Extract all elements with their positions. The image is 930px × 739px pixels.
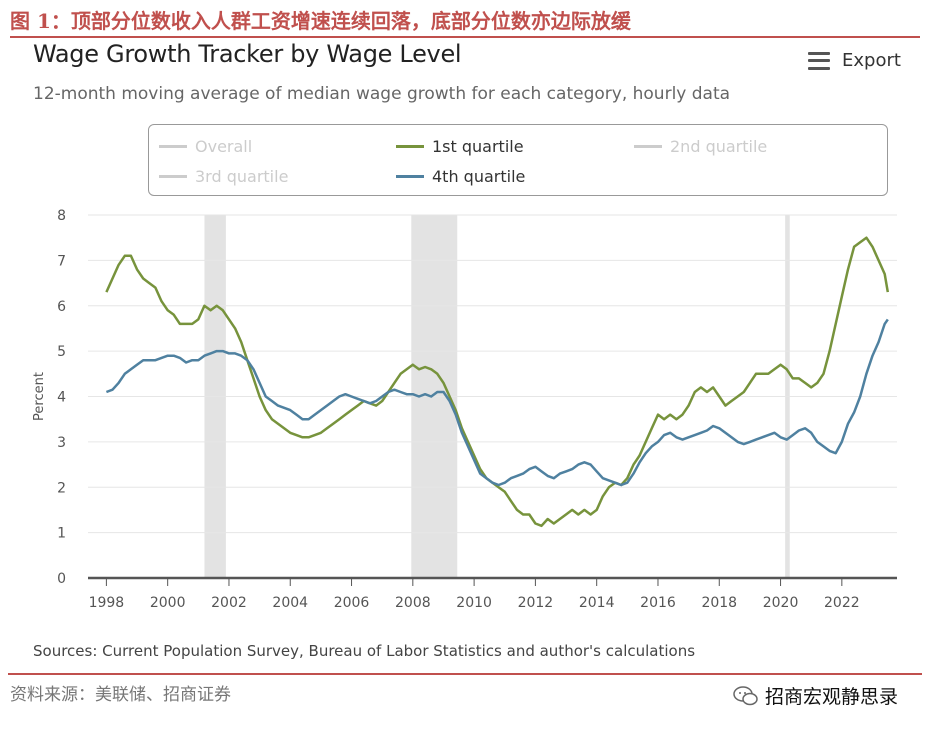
legend-label: 4th quartile bbox=[432, 167, 526, 186]
x-tick-label: 2016 bbox=[640, 595, 676, 611]
legend-item-3rd-quartile[interactable]: 3rd quartile bbox=[159, 167, 288, 186]
legend-item-1st-quartile[interactable]: 1st quartile bbox=[396, 137, 524, 156]
watermark-label: 招商宏观静思录 bbox=[764, 686, 898, 708]
y-tick-label: 2 bbox=[57, 480, 66, 496]
y-tick-label: 0 bbox=[57, 571, 66, 587]
x-tick-label: 2002 bbox=[211, 595, 247, 611]
export-button[interactable]: Export bbox=[808, 50, 901, 71]
legend-label: 2nd quartile bbox=[670, 137, 768, 156]
legend-item-2nd-quartile[interactable]: 2nd quartile bbox=[634, 137, 767, 156]
x-tick-label: 2022 bbox=[824, 595, 860, 611]
x-tick-label: 2006 bbox=[334, 595, 370, 611]
wechat-icon bbox=[733, 685, 758, 705]
x-tick-label: 1998 bbox=[89, 595, 125, 611]
line-chart: 0 1 2 3 4 5 6 7 8 1998 2000 2002 2004 2006 2008 2010 201… bbox=[32, 208, 897, 611]
y-tick-label: 1 bbox=[57, 526, 66, 542]
x-tick-label: 2010 bbox=[456, 595, 492, 611]
y-tick-label: 5 bbox=[57, 344, 66, 360]
x-tick-label: 2000 bbox=[150, 595, 186, 611]
y-tick-label: 6 bbox=[57, 299, 66, 315]
legend-label: 3rd quartile bbox=[195, 167, 289, 186]
x-tick-label: 2012 bbox=[518, 595, 554, 611]
legend-swatch bbox=[634, 145, 662, 148]
legend-swatch bbox=[396, 145, 424, 148]
wechat-watermark: 招商宏观静思录 bbox=[733, 682, 898, 709]
chart-legend: Overall 1st quartile 2nd quartile 3rd qu… bbox=[148, 124, 888, 196]
figure-title: 图 1：顶部分位数收入人群工资增速连续回落，底部分位数亦边际放缓 bbox=[10, 6, 920, 38]
legend-swatch bbox=[396, 175, 424, 178]
legend-label: 1st quartile bbox=[432, 137, 524, 156]
export-label: Export bbox=[842, 50, 901, 71]
y-tick-label: 7 bbox=[57, 253, 66, 269]
legend-swatch bbox=[159, 145, 187, 148]
legend-item-overall[interactable]: Overall bbox=[159, 137, 252, 156]
y-axis-label: Percent bbox=[32, 372, 47, 421]
menu-icon bbox=[808, 51, 830, 70]
x-tick-label: 2008 bbox=[395, 595, 431, 611]
y-tick-label: 4 bbox=[57, 390, 66, 406]
legend-label: Overall bbox=[195, 137, 253, 156]
y-tick-label: 3 bbox=[57, 435, 66, 451]
x-tick-label: 2014 bbox=[579, 595, 615, 611]
x-tick-label: 2018 bbox=[701, 595, 737, 611]
bottom-rule bbox=[8, 673, 922, 675]
source-note: Sources: Current Population Survey, Bure… bbox=[33, 642, 696, 660]
data-source: 资料来源：美联储、招商证券 bbox=[10, 685, 231, 705]
chart-title: Wage Growth Tracker by Wage Level bbox=[33, 40, 462, 68]
x-tick-label: 2004 bbox=[272, 595, 308, 611]
y-tick-label: 8 bbox=[57, 208, 66, 224]
chart-subtitle: 12-month moving average of median wage g… bbox=[33, 84, 731, 104]
legend-swatch bbox=[159, 175, 187, 178]
legend-item-4th-quartile[interactable]: 4th quartile bbox=[396, 167, 525, 186]
series-line-1st-quartile bbox=[105, 236, 890, 528]
x-tick-label: 2020 bbox=[763, 595, 799, 611]
series-line-4th-quartile bbox=[105, 318, 889, 487]
